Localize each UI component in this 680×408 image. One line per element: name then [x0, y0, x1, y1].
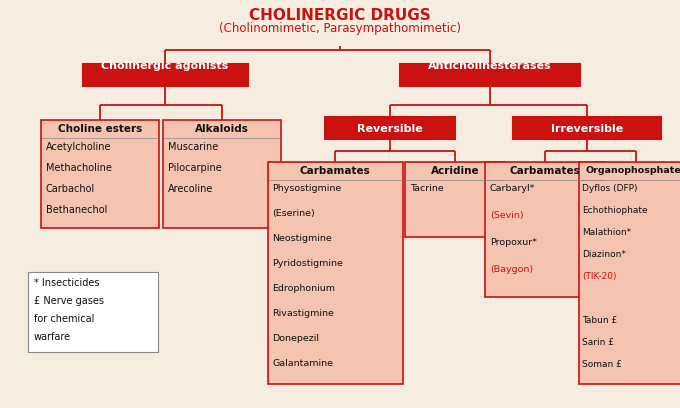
Text: Bethanechol: Bethanechol	[46, 205, 107, 215]
Text: (Baygon): (Baygon)	[490, 265, 533, 274]
Text: Galantamine: Galantamine	[273, 359, 333, 368]
Text: Propoxur*: Propoxur*	[490, 238, 537, 247]
Text: Organophosphates: Organophosphates	[585, 166, 680, 175]
FancyBboxPatch shape	[485, 162, 605, 297]
Text: Carbamates: Carbamates	[300, 166, 371, 176]
FancyBboxPatch shape	[579, 162, 680, 384]
Text: Dyflos (DFP): Dyflos (DFP)	[583, 184, 638, 193]
Text: * Insecticides: * Insecticides	[34, 278, 99, 288]
Text: Acetylcholine: Acetylcholine	[46, 142, 112, 152]
Text: Irreversible: Irreversible	[551, 124, 623, 134]
Text: Soman £: Soman £	[583, 360, 622, 369]
Text: Sarin £: Sarin £	[583, 338, 615, 347]
Text: Edrophonium: Edrophonium	[273, 284, 335, 293]
Text: Carbaryl*: Carbaryl*	[490, 184, 535, 193]
FancyBboxPatch shape	[267, 162, 403, 384]
Text: Reversible: Reversible	[357, 124, 423, 134]
Text: Acridine: Acridine	[430, 166, 479, 176]
FancyBboxPatch shape	[28, 272, 158, 352]
Text: Tacrine: Tacrine	[410, 184, 444, 193]
Text: Neostigmine: Neostigmine	[273, 234, 333, 243]
Text: Alkaloids: Alkaloids	[195, 124, 249, 134]
Text: warfare: warfare	[34, 332, 71, 342]
FancyBboxPatch shape	[325, 117, 455, 139]
Text: (Sevin): (Sevin)	[490, 211, 524, 220]
Text: Arecoline: Arecoline	[168, 184, 214, 194]
Text: Pilocarpine: Pilocarpine	[168, 163, 222, 173]
Text: £ Nerve gases: £ Nerve gases	[34, 296, 104, 306]
Text: Donepezil: Donepezil	[273, 334, 320, 343]
Text: Cholinergic agonists: Cholinergic agonists	[101, 61, 228, 71]
Text: Rivastigmine: Rivastigmine	[273, 309, 335, 318]
Text: (TIK-20): (TIK-20)	[583, 272, 617, 281]
FancyBboxPatch shape	[400, 64, 580, 86]
Text: Pyridostigmine: Pyridostigmine	[273, 259, 343, 268]
Text: Anticholinesterases: Anticholinesterases	[428, 61, 551, 71]
FancyBboxPatch shape	[513, 117, 661, 139]
Text: Tabun £: Tabun £	[583, 316, 617, 325]
Text: Methacholine: Methacholine	[46, 163, 112, 173]
Text: (Cholinomimetic, Parasympathomimetic): (Cholinomimetic, Parasympathomimetic)	[219, 22, 461, 35]
Text: Choline esters: Choline esters	[58, 124, 142, 134]
Text: Muscarine: Muscarine	[168, 142, 218, 152]
FancyBboxPatch shape	[163, 120, 281, 228]
FancyBboxPatch shape	[405, 162, 505, 237]
Text: Echothiophate: Echothiophate	[583, 206, 648, 215]
Text: for chemical: for chemical	[34, 314, 95, 324]
Text: Physostigmine: Physostigmine	[273, 184, 342, 193]
Text: Carbachol: Carbachol	[46, 184, 95, 194]
Text: (Eserine): (Eserine)	[273, 209, 316, 218]
Text: Carbamates: Carbamates	[509, 166, 580, 176]
Text: Diazinon*: Diazinon*	[583, 250, 626, 259]
FancyBboxPatch shape	[82, 64, 248, 86]
Text: CHOLINERGIC DRUGS: CHOLINERGIC DRUGS	[249, 8, 431, 23]
FancyBboxPatch shape	[41, 120, 159, 228]
Text: Malathion*: Malathion*	[583, 228, 632, 237]
